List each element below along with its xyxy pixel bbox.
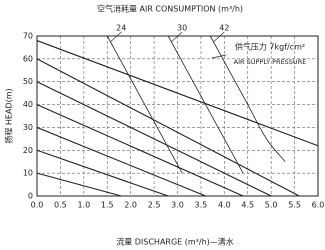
curve-label: 42	[219, 24, 229, 33]
annotation-leader	[211, 54, 227, 59]
curve-label-leader	[213, 31, 225, 43]
pressure-line	[36, 172, 122, 197]
annotation-box	[226, 38, 314, 70]
pressure-line	[36, 149, 169, 197]
pressure-line	[36, 81, 272, 197]
x-axis-label: 流量 DISCHARGE (m³/h)—清水	[116, 237, 234, 247]
y-tick-label: 20	[23, 146, 33, 155]
pressure-line	[36, 40, 319, 147]
x-tick-label: 0.5	[54, 201, 67, 210]
pressure-line	[36, 58, 300, 197]
curve-label-leader	[170, 31, 183, 43]
x-tick-label: 3.5	[195, 201, 208, 210]
x-tick-label: 5.5	[288, 201, 301, 210]
chart-title: 空气消耗量 AIR CONSUMPTION (m³/h)	[97, 4, 243, 14]
y-tick-label: 0	[28, 192, 33, 201]
x-tick-label: 1.0	[77, 201, 90, 210]
x-tick-label: 4.5	[241, 201, 254, 210]
y-tick-label: 10	[23, 169, 33, 178]
pressure-line	[36, 104, 244, 197]
y-axis-label: 扬程 HEAD(m)	[4, 88, 14, 143]
air-consumption-curve	[209, 35, 286, 162]
y-tick-label: 70	[23, 32, 33, 41]
air-consumption-curve	[106, 35, 183, 174]
curve-label-leader	[110, 31, 122, 43]
air-consumption-curve	[167, 35, 244, 174]
x-tick-label: 4.0	[218, 201, 231, 210]
x-tick-label: 6.0	[312, 201, 325, 210]
curve-label: 24	[116, 24, 126, 33]
y-tick-label: 50	[23, 77, 33, 86]
x-tick-label: 2.0	[124, 201, 137, 210]
x-tick-label: 5.0	[265, 201, 278, 210]
x-tick-label: 1.5	[101, 201, 114, 210]
y-tick-label: 60	[23, 54, 33, 63]
x-tick-label: 2.5	[148, 201, 161, 210]
pressure-line	[36, 126, 206, 197]
x-tick-label: 3.0	[171, 201, 184, 210]
x-tick-label: 0.0	[31, 201, 44, 210]
curve-label: 30	[177, 24, 187, 33]
y-tick-label: 30	[23, 123, 33, 132]
annotation: 供气压力 7kgf/cm²	[235, 42, 305, 52]
annotation: AIR SUPPLY PRESSURE	[234, 58, 307, 66]
y-tick-label: 40	[23, 100, 33, 109]
